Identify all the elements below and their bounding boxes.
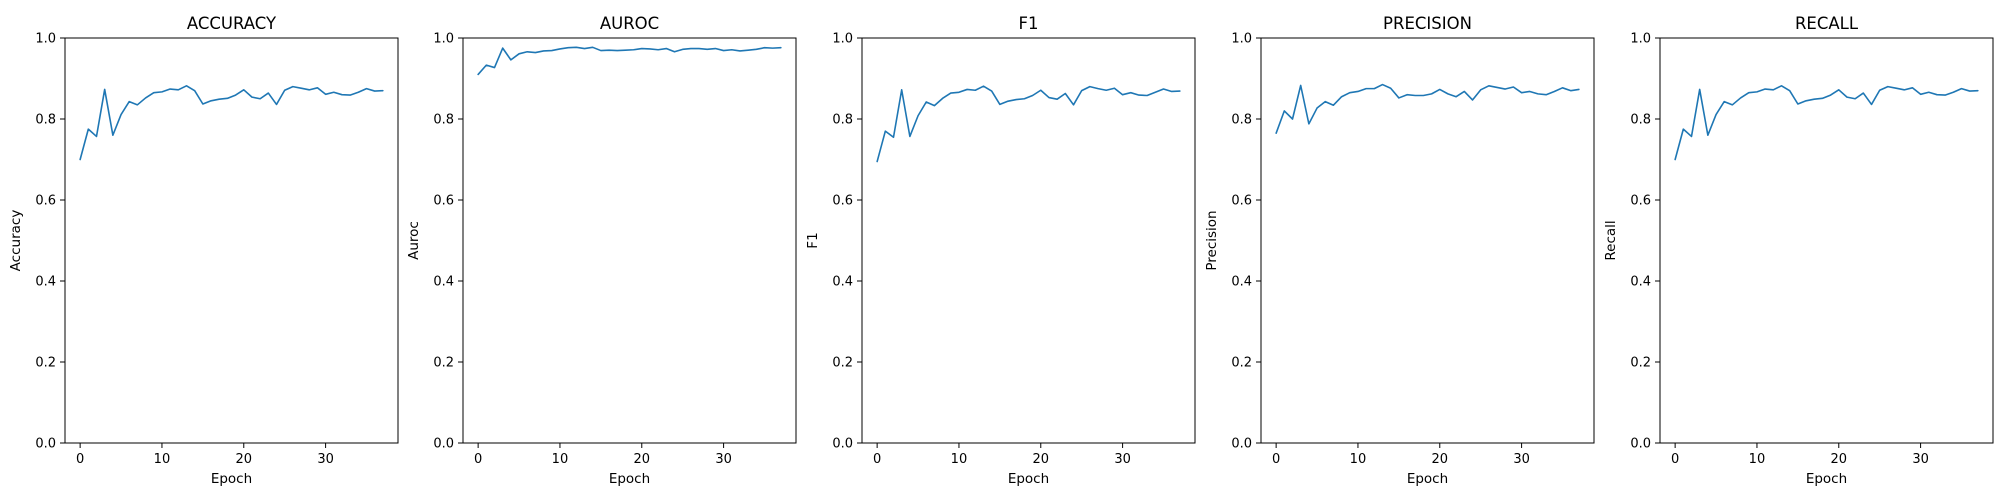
precision-title: PRECISION	[1383, 14, 1472, 33]
f1-x-axis-label: Epoch	[1008, 471, 1049, 487]
accuracy-series-line	[79, 84, 384, 161]
recall-y-tick-label: 1.0	[1630, 32, 1651, 47]
auroc-y-tick-label: 0.0	[433, 437, 454, 452]
auroc-y-tick-label: 0.6	[433, 194, 454, 209]
precision-y-tick-label: 0.0	[1231, 437, 1252, 452]
recall-x-tick-label: 0	[1671, 452, 1679, 467]
recall-x-axis-label: Epoch	[1806, 471, 1847, 487]
f1-x-tick-label: 20	[1032, 452, 1049, 467]
recall-title: RECALL	[1795, 14, 1859, 33]
accuracy-x-tick-label: 10	[154, 452, 171, 467]
precision-x-axis-label: Epoch	[1407, 471, 1448, 487]
precision-x-tick-label: 30	[1513, 452, 1530, 467]
accuracy-y-tick-label: 0.8	[35, 113, 56, 128]
f1-x-tick-label: 0	[873, 452, 881, 467]
precision-y-tick-label: 0.4	[1231, 275, 1252, 290]
accuracy-y-tick-label: 0.4	[35, 275, 56, 290]
f1-y-tick-label: 0.4	[832, 275, 853, 290]
accuracy-x-tick-label: 30	[317, 452, 334, 467]
recall-y-tick-label: 0.4	[1630, 275, 1651, 290]
accuracy-axes-frame	[64, 37, 399, 444]
auroc-y-axis-label: Auroc	[406, 221, 422, 260]
recall-x-tick-label: 20	[1830, 452, 1847, 467]
auroc-title: AUROC	[600, 14, 659, 33]
accuracy-x-axis-label: Epoch	[211, 471, 252, 487]
f1-y-tick-label: 0.0	[832, 437, 853, 452]
recall-y-tick-label: 0.0	[1630, 437, 1651, 452]
accuracy-panel: ACCURACY Epoch Accuracy 0 10 20 30 0.0 0.2 0.4 0.6…	[8, 14, 399, 487]
precision-x-tick-label: 0	[1272, 452, 1280, 467]
accuracy-x-tick-label: 0	[76, 452, 84, 467]
f1-x-tick-label: 10	[951, 452, 968, 467]
precision-y-tick-label: 0.8	[1231, 113, 1252, 128]
auroc-series-line	[477, 46, 782, 76]
f1-y-tick-label: 1.0	[832, 32, 853, 47]
recall-y-tick-label: 0.8	[1630, 113, 1651, 128]
precision-panel: PRECISION Epoch Precision 0 10 20 30 0.0 0.2 0.4 0…	[1204, 14, 1595, 487]
f1-series-line	[876, 85, 1181, 163]
auroc-y-tick-label: 0.8	[433, 113, 454, 128]
auroc-x-axis-label: Epoch	[609, 471, 650, 487]
accuracy-x-tick-label: 20	[235, 452, 252, 467]
precision-x-tick-label: 10	[1350, 452, 1367, 467]
accuracy-y-axis-label: Accuracy	[8, 210, 24, 272]
recall-axes-frame	[1659, 37, 1994, 444]
auroc-axes-frame	[462, 37, 797, 444]
f1-y-tick-label: 0.8	[832, 113, 853, 128]
recall-series-line	[1674, 84, 1979, 161]
accuracy-y-tick-label: 0.2	[35, 356, 56, 371]
recall-y-tick-label: 0.6	[1630, 194, 1651, 209]
f1-y-axis-label: F1	[805, 232, 821, 248]
accuracy-y-tick-label: 0.6	[35, 194, 56, 209]
precision-y-tick-label: 0.6	[1231, 194, 1252, 209]
precision-axes-frame	[1260, 37, 1595, 444]
precision-series-line	[1275, 83, 1580, 134]
f1-x-tick-label: 30	[1114, 452, 1131, 467]
auroc-x-tick-label: 30	[715, 452, 732, 467]
auroc-y-tick-label: 0.4	[433, 275, 454, 290]
accuracy-y-tick-label: 0.0	[35, 437, 56, 452]
recall-x-tick-label: 30	[1912, 452, 1929, 467]
f1-axes-frame	[861, 37, 1196, 444]
f1-panel: F1 Epoch F1 0 10 20 30 0.0 0.2 0.4 0.6 0.8 1.0	[805, 14, 1196, 487]
auroc-y-tick-label: 0.2	[433, 356, 454, 371]
precision-y-tick-label: 1.0	[1231, 32, 1252, 47]
recall-y-tick-label: 0.2	[1630, 356, 1651, 371]
recall-panel: RECALL Epoch Recall 0 10 20 30 0.0 0.2 0.4 0.6 0.8 1…	[1603, 14, 1994, 487]
recall-x-tick-label: 10	[1749, 452, 1766, 467]
precision-y-axis-label: Precision	[1204, 210, 1220, 270]
precision-x-tick-label: 20	[1431, 452, 1448, 467]
precision-y-tick-label: 0.2	[1231, 356, 1252, 371]
auroc-x-tick-label: 20	[633, 452, 650, 467]
f1-y-tick-label: 0.2	[832, 356, 853, 371]
auroc-y-tick-label: 1.0	[433, 32, 454, 47]
f1-y-tick-label: 0.6	[832, 194, 853, 209]
accuracy-y-tick-label: 1.0	[35, 32, 56, 47]
auroc-x-tick-label: 0	[474, 452, 482, 467]
auroc-panel: AUROC Epoch Auroc 0 10 20 30 0.0 0.2 0.4 0.6 0.8 1.0	[406, 14, 797, 487]
auroc-x-tick-label: 10	[552, 452, 569, 467]
accuracy-title: ACCURACY	[187, 14, 277, 33]
recall-y-axis-label: Recall	[1603, 220, 1619, 260]
f1-title: F1	[1019, 14, 1039, 33]
